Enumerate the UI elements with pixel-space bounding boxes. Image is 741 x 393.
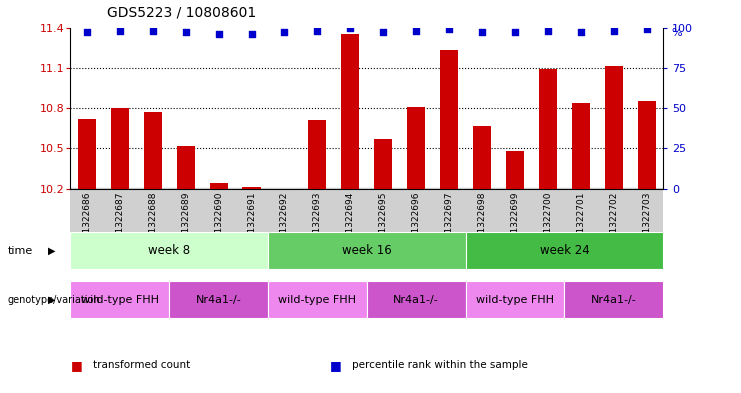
Point [509,29,521,35]
Bar [407,107,425,189]
Text: ▶: ▶ [48,295,56,305]
Text: week 8: week 8 [148,244,190,257]
Bar [565,281,663,318]
Bar [268,232,465,269]
Text: GDS5223 / 10808601: GDS5223 / 10808601 [107,6,256,20]
Text: %: % [671,28,682,37]
Bar [110,108,129,189]
Text: Nr4a1-/-: Nr4a1-/- [591,295,637,305]
Bar [342,34,359,189]
Point [608,28,619,34]
Point [443,26,455,32]
Text: ■: ■ [330,359,342,372]
Point [542,28,554,34]
Bar [70,232,268,269]
Point [147,28,159,34]
Point [311,28,323,34]
Point [641,26,653,32]
Bar [367,281,465,318]
Bar [572,103,590,189]
Point [213,31,225,37]
Bar [176,146,195,189]
Text: wild-type FHH: wild-type FHH [81,295,159,305]
Point [245,31,257,37]
Point [476,29,488,35]
Bar [440,50,458,189]
Text: Nr4a1-/-: Nr4a1-/- [196,295,242,305]
Bar [144,112,162,189]
Text: week 24: week 24 [539,244,589,257]
Bar [268,281,367,318]
Bar [308,120,327,189]
Point [377,29,389,35]
Text: transformed count: transformed count [93,360,190,371]
Point [180,29,192,35]
Point [575,29,587,35]
Text: week 16: week 16 [342,244,392,257]
Text: genotype/variation: genotype/variation [7,295,100,305]
Bar [374,139,392,189]
Text: wild-type FHH: wild-type FHH [476,295,554,305]
Text: ▶: ▶ [48,246,56,255]
Bar [465,281,565,318]
Bar [169,281,268,318]
Text: ■: ■ [70,359,82,372]
Text: wild-type FHH: wild-type FHH [279,295,356,305]
Bar [70,281,169,318]
Point [279,29,290,35]
Text: time: time [7,246,33,255]
Bar [539,69,557,189]
Text: Nr4a1-/-: Nr4a1-/- [393,295,439,305]
Bar [605,66,623,189]
Point [114,28,126,34]
Point [345,24,356,31]
Bar [506,151,524,189]
Bar [473,125,491,189]
Point [411,28,422,34]
Bar [465,232,663,269]
Bar [638,101,656,189]
Bar [210,183,227,189]
Point [81,29,93,35]
Bar [242,187,261,189]
Bar [78,119,96,189]
Text: percentile rank within the sample: percentile rank within the sample [352,360,528,371]
